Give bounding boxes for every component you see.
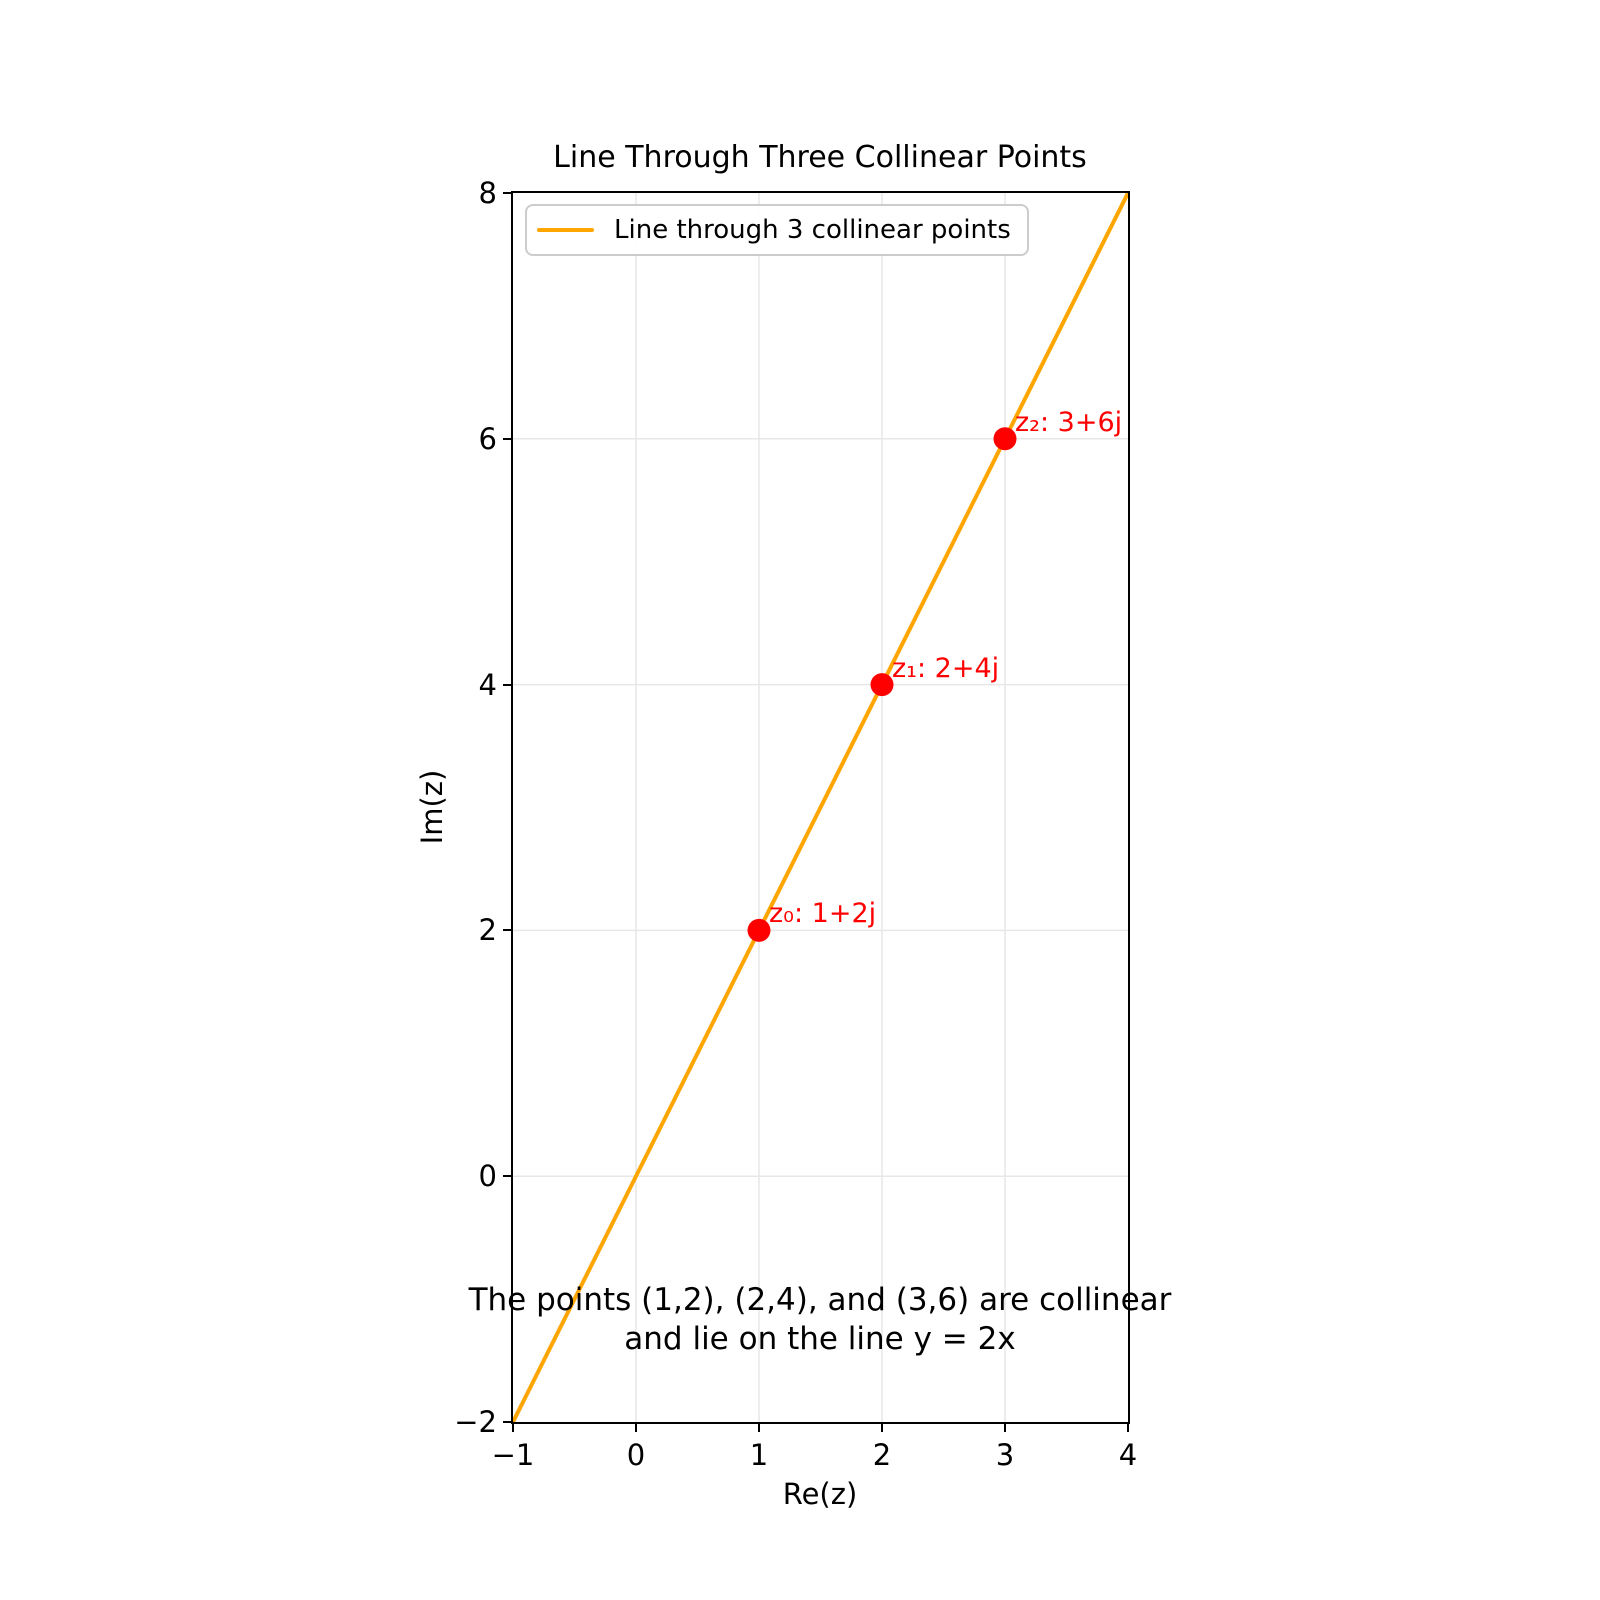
- plot-svg: [513, 193, 1128, 1422]
- y-tick-label: −2: [454, 1405, 497, 1439]
- x-tick-mark: [758, 1424, 760, 1432]
- data-point: [747, 918, 771, 942]
- legend: Line through 3 collinear points: [525, 204, 1029, 256]
- x-tick-label: 2: [872, 1438, 892, 1472]
- legend-label: Line through 3 collinear points: [614, 215, 1011, 245]
- y-tick-label: 4: [478, 667, 497, 702]
- x-axis-label: Re(z): [782, 1477, 858, 1511]
- chart-title: Line Through Three Collinear Points: [553, 140, 1087, 175]
- y-tick-mark: [503, 437, 511, 440]
- x-tick-label: 3: [995, 1438, 1015, 1472]
- point-label-z1: z₁: 2+4j: [892, 652, 1000, 684]
- x-tick-mark: [1127, 1424, 1129, 1432]
- y-tick-mark: [503, 929, 511, 932]
- data-point: [870, 673, 894, 697]
- data-point: [993, 427, 1017, 451]
- point-label-z2: z₂: 3+6j: [1015, 406, 1123, 438]
- y-tick-mark: [503, 683, 511, 686]
- y-tick-label: 0: [478, 1159, 497, 1194]
- y-tick-mark: [503, 1175, 511, 1178]
- annotation-line-1: The points (1,2), (2,4), and (3,6) are c…: [468, 1282, 1172, 1318]
- annotation-line-2: and lie on the line y = 2x: [624, 1321, 1016, 1357]
- x-tick-label: 1: [749, 1438, 769, 1472]
- legend-line-icon: [537, 228, 594, 232]
- point-label-z0: z₀: 1+2j: [769, 898, 877, 930]
- x-tick-label: 0: [626, 1438, 646, 1472]
- y-tick-label: 6: [478, 421, 497, 456]
- y-tick-label: 8: [478, 176, 497, 210]
- x-tick-mark: [881, 1424, 883, 1432]
- x-tick-mark: [512, 1424, 514, 1432]
- trend-line: [513, 193, 1128, 1422]
- y-tick-mark: [503, 1421, 511, 1423]
- y-axis-label: Im(z): [415, 769, 449, 845]
- plot-area: [511, 191, 1130, 1424]
- y-tick-mark: [503, 192, 511, 194]
- annotation: The points (1,2), (2,4), and (3,6) are c…: [420, 1281, 1220, 1359]
- x-tick-label: 4: [1118, 1438, 1138, 1472]
- x-tick-mark: [1004, 1424, 1006, 1432]
- x-tick-mark: [635, 1424, 637, 1432]
- y-tick-label: 2: [478, 913, 497, 948]
- x-tick-label: −1: [491, 1438, 535, 1472]
